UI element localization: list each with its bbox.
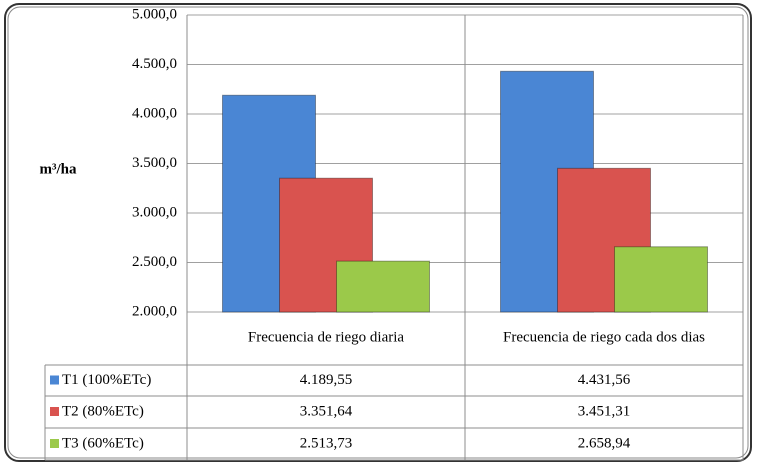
bar — [614, 246, 708, 313]
legend-label: T1 (100%ETc) — [62, 372, 151, 388]
x-tick-label: Frecuencia de riego cada dos dias — [503, 330, 705, 346]
value-label: 3.451,31 — [578, 403, 631, 419]
y-tick-label: 2.500,0 — [132, 254, 177, 270]
y-tick-label: 3.000,0 — [132, 204, 177, 220]
value-label: 3.351,64 — [300, 403, 353, 419]
bar — [336, 260, 430, 313]
legend-label: T3 (60%ETc) — [62, 435, 144, 451]
x-tick-label: Frecuencia de riego diaria — [248, 330, 405, 346]
y-tick-label: 4.000,0 — [132, 105, 177, 121]
y-tick-label: 2.000,0 — [132, 303, 177, 319]
y-tick-label: 4.500,0 — [132, 56, 177, 72]
legend-swatch — [50, 407, 59, 416]
legend-swatch — [50, 375, 59, 385]
y-tick-label: 5.000,0 — [132, 6, 177, 22]
legend-swatch — [50, 439, 59, 448]
value-label: 2.658,94 — [578, 435, 631, 451]
value-label: 4.431,56 — [578, 372, 631, 388]
legend-label: T2 (80%ETc) — [62, 403, 144, 419]
value-label: 2.513,73 — [300, 435, 353, 451]
y-tick-label: 3.500,0 — [132, 155, 177, 171]
y-axis-label: m³/ha — [39, 161, 77, 177]
chart-frame-inner — [7, 6, 749, 459]
value-label: 4.189,55 — [300, 372, 353, 388]
